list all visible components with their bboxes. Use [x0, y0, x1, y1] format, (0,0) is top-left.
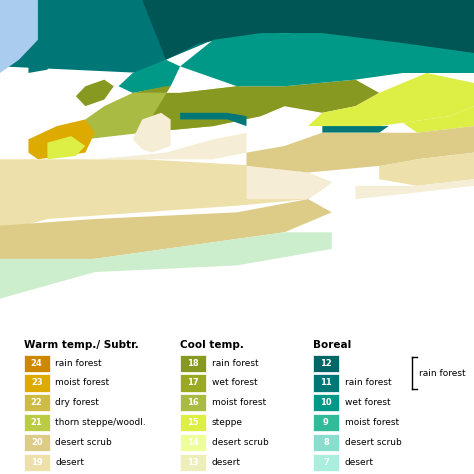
FancyBboxPatch shape	[24, 394, 50, 411]
Polygon shape	[133, 80, 379, 133]
Polygon shape	[403, 106, 474, 133]
Text: desert scrub: desert scrub	[212, 438, 269, 447]
FancyBboxPatch shape	[180, 434, 206, 451]
Text: rain forest: rain forest	[345, 379, 391, 387]
Text: steppe: steppe	[212, 419, 243, 427]
FancyBboxPatch shape	[313, 414, 339, 431]
Text: 8: 8	[323, 438, 329, 447]
Polygon shape	[95, 133, 246, 159]
Text: desert: desert	[55, 458, 84, 467]
Text: 19: 19	[31, 458, 43, 467]
Text: dry forest: dry forest	[55, 399, 100, 407]
Text: Boreal: Boreal	[313, 340, 351, 350]
Polygon shape	[0, 232, 332, 299]
Text: Warm temp./ Subtr.: Warm temp./ Subtr.	[24, 340, 138, 350]
FancyBboxPatch shape	[313, 434, 339, 451]
Polygon shape	[0, 0, 38, 73]
Polygon shape	[308, 73, 474, 126]
Text: 20: 20	[31, 438, 43, 447]
Text: moist forest: moist forest	[55, 379, 109, 387]
Text: 12: 12	[320, 359, 332, 367]
Text: 14: 14	[187, 438, 199, 447]
Polygon shape	[180, 113, 246, 126]
Polygon shape	[0, 0, 24, 50]
FancyBboxPatch shape	[24, 414, 50, 431]
Polygon shape	[379, 126, 474, 166]
FancyBboxPatch shape	[180, 454, 206, 471]
FancyBboxPatch shape	[313, 374, 339, 392]
Polygon shape	[0, 0, 474, 73]
Polygon shape	[133, 113, 171, 153]
Polygon shape	[118, 60, 180, 93]
Text: 22: 22	[31, 399, 43, 407]
Text: 21: 21	[31, 419, 43, 427]
FancyBboxPatch shape	[180, 394, 206, 411]
Text: 10: 10	[320, 399, 332, 407]
Text: 15: 15	[187, 419, 199, 427]
Text: 7: 7	[323, 458, 329, 467]
Text: rain forest: rain forest	[55, 359, 102, 367]
Text: moist forest: moist forest	[345, 419, 399, 427]
FancyBboxPatch shape	[24, 355, 50, 372]
Text: desert: desert	[212, 458, 241, 467]
Text: desert: desert	[345, 458, 374, 467]
Polygon shape	[28, 56, 52, 73]
Text: 23: 23	[31, 379, 43, 387]
FancyBboxPatch shape	[180, 374, 206, 392]
FancyBboxPatch shape	[24, 454, 50, 471]
Text: wet forest: wet forest	[212, 379, 257, 387]
FancyBboxPatch shape	[24, 374, 50, 392]
Text: 24: 24	[31, 359, 43, 367]
FancyBboxPatch shape	[24, 434, 50, 451]
Text: 18: 18	[187, 359, 199, 367]
Text: 16: 16	[187, 399, 199, 407]
Polygon shape	[322, 126, 389, 133]
Text: desert scrub: desert scrub	[345, 438, 401, 447]
Polygon shape	[85, 86, 284, 139]
Text: wet forest: wet forest	[345, 399, 390, 407]
FancyBboxPatch shape	[313, 355, 339, 372]
Polygon shape	[28, 119, 95, 159]
Polygon shape	[142, 0, 474, 60]
FancyBboxPatch shape	[313, 454, 339, 471]
Text: desert scrub: desert scrub	[55, 438, 112, 447]
FancyBboxPatch shape	[313, 394, 339, 411]
Polygon shape	[47, 136, 85, 159]
Text: Cool temp.: Cool temp.	[180, 340, 244, 350]
Polygon shape	[379, 153, 474, 186]
Text: moist forest: moist forest	[212, 399, 266, 407]
Text: thorn steppe/woodl.: thorn steppe/woodl.	[55, 419, 146, 427]
Polygon shape	[180, 33, 474, 86]
Text: rain forest: rain forest	[212, 359, 258, 367]
Text: 11: 11	[320, 379, 332, 387]
Text: 17: 17	[187, 379, 199, 387]
Polygon shape	[356, 179, 474, 199]
Polygon shape	[5, 7, 38, 33]
Polygon shape	[0, 159, 332, 232]
Text: rain forest: rain forest	[419, 369, 466, 377]
Polygon shape	[76, 80, 114, 106]
Text: 9: 9	[323, 419, 329, 427]
FancyBboxPatch shape	[180, 414, 206, 431]
Polygon shape	[246, 166, 332, 199]
Text: 13: 13	[187, 458, 199, 467]
FancyBboxPatch shape	[180, 355, 206, 372]
Polygon shape	[0, 199, 332, 265]
Polygon shape	[246, 133, 417, 173]
